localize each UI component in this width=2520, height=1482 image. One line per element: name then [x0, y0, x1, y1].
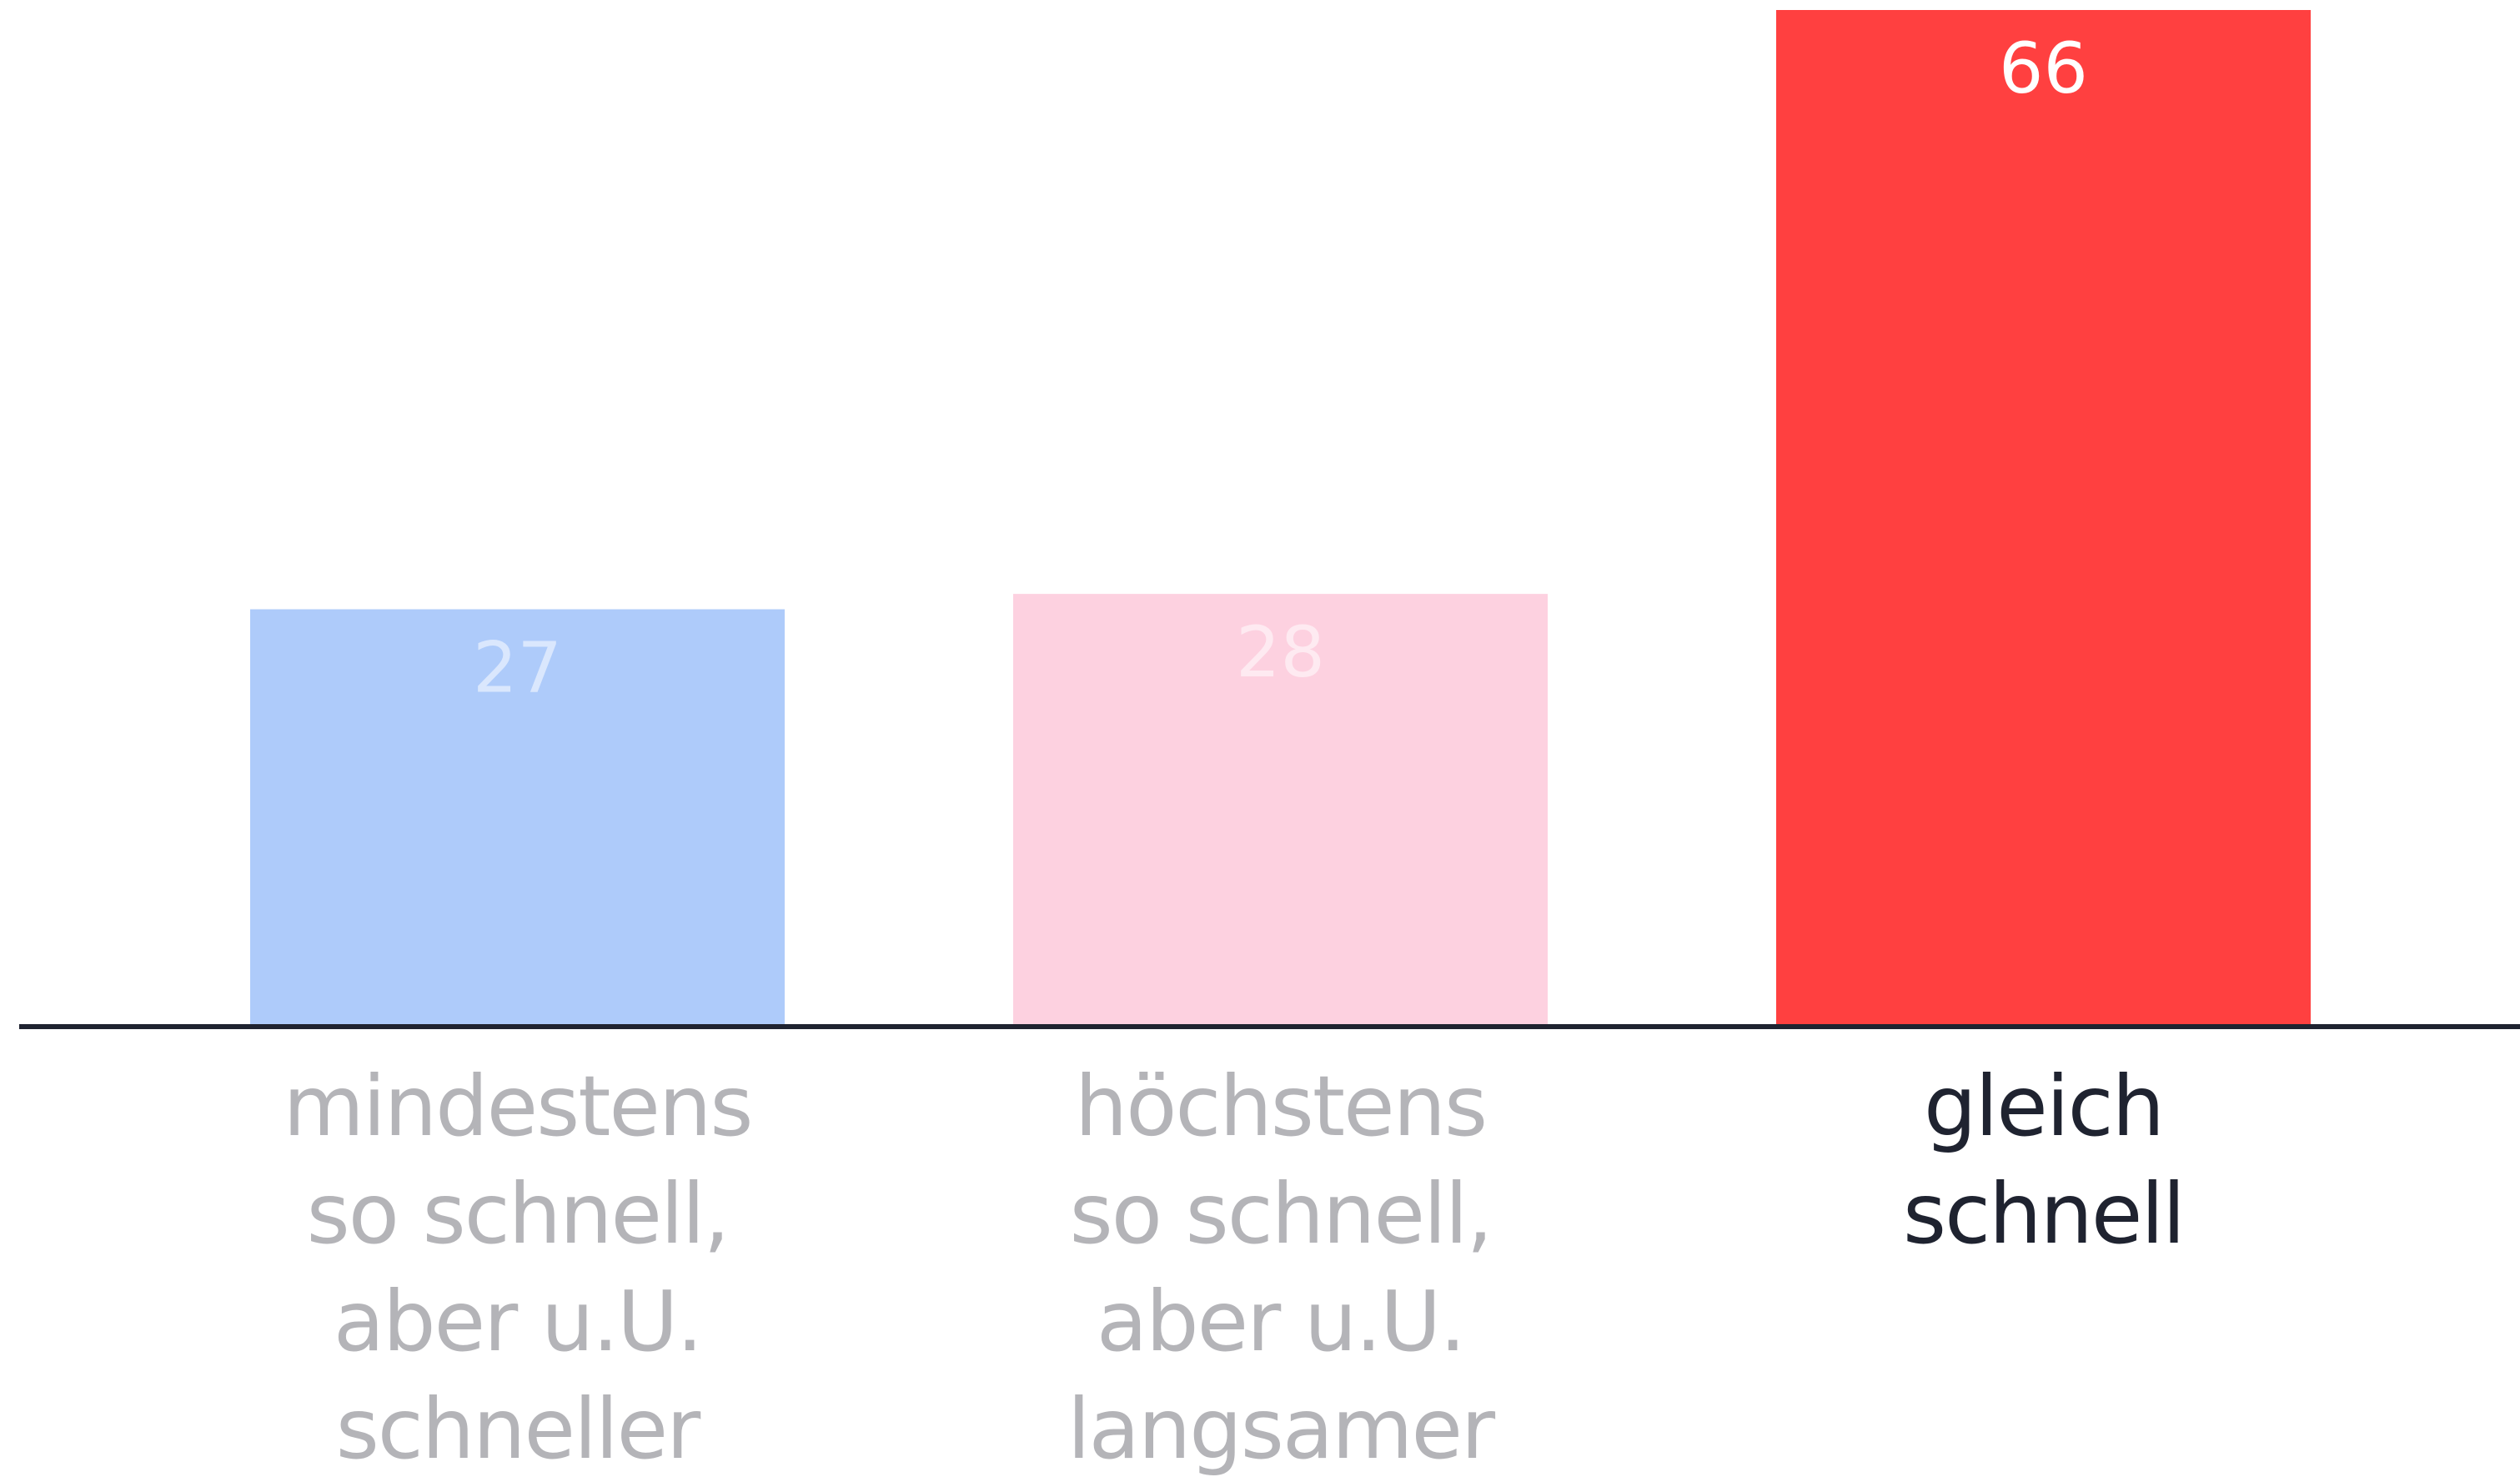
category-label: höchstens so schnell, aber u.U. langsame…	[1067, 1057, 1495, 1478]
category-label: mindestens so schnell, aber u.U. schnell…	[283, 1057, 754, 1478]
value-label: 66	[1999, 28, 2088, 109]
bar	[1013, 594, 1548, 1024]
value-label: 27	[473, 626, 562, 708]
bar	[1776, 10, 2311, 1024]
value-label: 28	[1236, 611, 1325, 693]
category-label: gleich schnell	[1903, 1057, 2186, 1263]
bar	[250, 609, 785, 1024]
